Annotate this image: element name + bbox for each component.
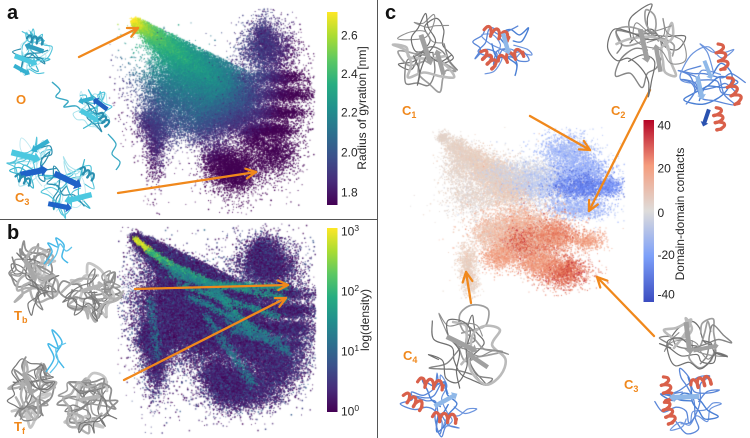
svg-text:-40: -40 (658, 287, 676, 301)
svg-text:0: 0 (658, 206, 665, 220)
svg-text:20: 20 (658, 162, 672, 176)
svg-text:log(density): log(density) (358, 289, 372, 351)
svg-text:40: 40 (658, 119, 672, 133)
svg-text:102: 102 (341, 283, 359, 299)
svg-text:100: 100 (341, 403, 359, 419)
svg-text:C3: C3 (624, 377, 638, 394)
svg-text:1.8: 1.8 (341, 186, 358, 200)
svg-text:Tf: Tf (14, 419, 26, 436)
svg-text:Radius of gyration [nm]: Radius of gyration [nm] (355, 46, 369, 169)
svg-text:-20: -20 (658, 248, 676, 262)
svg-text:O: O (16, 92, 26, 107)
svg-text:2.4: 2.4 (341, 67, 358, 81)
svg-text:C2: C2 (611, 103, 625, 120)
svg-text:Tb: Tb (14, 308, 28, 325)
svg-text:103: 103 (341, 223, 359, 239)
svg-text:C3: C3 (15, 190, 29, 207)
svg-text:Domain-domain contacts: Domain-domain contacts (673, 148, 687, 281)
svg-text:C1: C1 (402, 103, 416, 120)
svg-text:2.2: 2.2 (341, 106, 358, 120)
svg-text:C4: C4 (403, 348, 417, 365)
svg-text:101: 101 (341, 343, 359, 359)
svg-text:2.6: 2.6 (341, 29, 358, 43)
svg-text:2.0: 2.0 (341, 146, 358, 160)
